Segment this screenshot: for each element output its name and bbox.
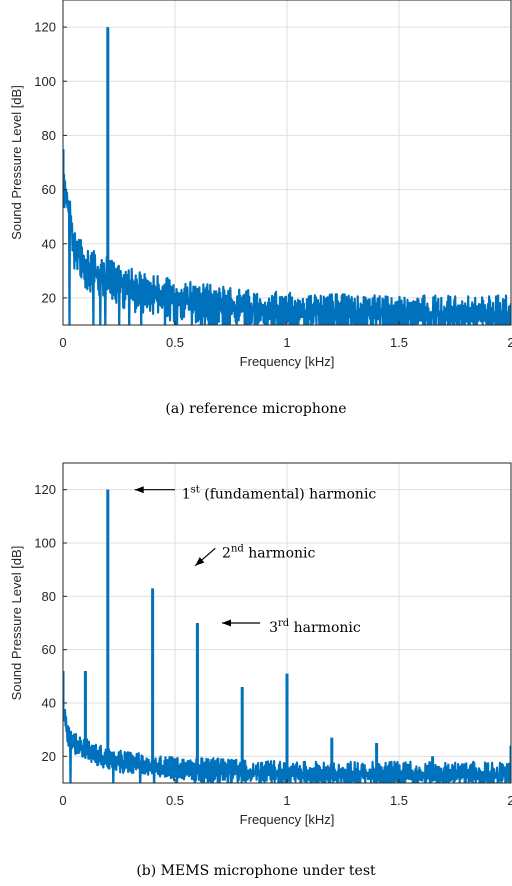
annotation-superscript: rd (278, 618, 290, 629)
chart-panel-1: 0 0.5 1 1.5 2 20 40 60 80 100 120 Frequency [kHz] So… (9, 0, 512, 417)
y-tick-label: 40 (42, 236, 56, 251)
figure-caption: (b) MEMS microphone under test (136, 863, 376, 879)
harmonic-annotation: 1st (fundamental) harmonic (134, 485, 377, 503)
y-tick-label: 80 (42, 128, 56, 143)
annotation-ordinal: 3 (269, 620, 278, 636)
figure-caption: (a) reference microphone (165, 401, 346, 417)
annotation-label: harmonic (289, 620, 361, 636)
x-tick-label: 0.5 (166, 793, 184, 808)
x-tick-label: 0 (59, 335, 66, 350)
chart-panel-2: 0 0.5 1 1.5 2 20 40 60 80 100 120 Frequency [kHz] So… (9, 462, 512, 879)
y-tick-label: 120 (34, 20, 56, 35)
grid (62, 0, 512, 325)
annotation-arrowhead (195, 557, 205, 566)
y-tick-label: 100 (34, 74, 56, 89)
y-tick-label: 60 (42, 182, 56, 197)
annotation-ordinal: 1 (182, 487, 191, 503)
annotation-text: 2nd harmonic (222, 543, 315, 561)
harmonic-annotation: 2nd harmonic (194, 543, 316, 567)
y-tick-label: 100 (34, 536, 56, 551)
x-tick-label: 0.5 (166, 335, 184, 350)
x-tick-label: 0 (59, 793, 66, 808)
annotation-arrowhead (222, 619, 231, 627)
y-tick-label: 80 (42, 589, 56, 604)
y-tick-label: 40 (42, 696, 56, 711)
x-tick-label: 2 (507, 793, 512, 808)
y-tick-label: 20 (42, 290, 56, 305)
x-axis-label: Frequency [kHz] (240, 354, 335, 369)
y-axis-label: Sound Pressure Level [dB] (9, 546, 24, 701)
spectrum-line (63, 159, 511, 325)
annotation-ordinal: 2 (222, 545, 231, 561)
annotation-superscript: st (191, 485, 200, 496)
x-tick-label: 1.5 (390, 793, 408, 808)
annotation-text: 3rd harmonic (269, 618, 361, 636)
annotation-label: (fundamental) harmonic (200, 487, 377, 503)
annotation-arrowhead (134, 486, 144, 494)
annotation-text: 1st (fundamental) harmonic (182, 485, 377, 503)
x-tick-label: 1.5 (390, 335, 408, 350)
y-tick-label: 20 (42, 749, 56, 764)
harmonic-annotation: 3rd harmonic (222, 618, 361, 636)
x-tick-label: 1 (283, 793, 290, 808)
y-tick-label: 60 (42, 642, 56, 657)
annotation-superscript: nd (231, 543, 244, 554)
annotation-label: harmonic (244, 545, 316, 561)
x-axis-label: Frequency [kHz] (240, 812, 335, 827)
y-axis-label: Sound Pressure Level [dB] (9, 85, 24, 240)
x-tick-label: 1 (283, 335, 290, 350)
x-tick-label: 2 (507, 335, 512, 350)
y-tick-label: 120 (34, 482, 56, 497)
